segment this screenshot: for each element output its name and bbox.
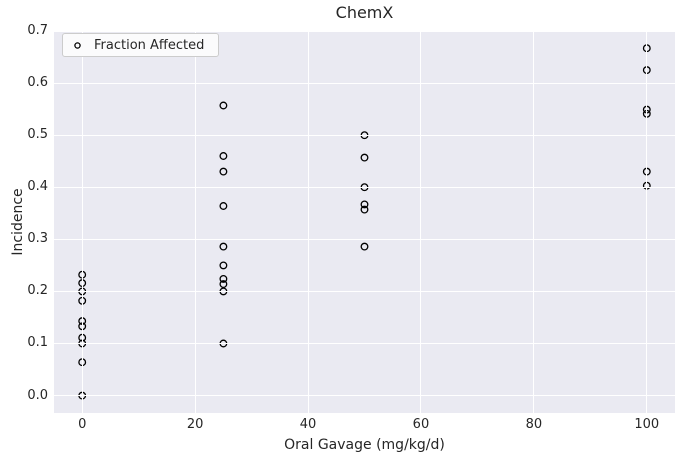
data-point bbox=[219, 274, 228, 283]
x-gridline bbox=[646, 31, 648, 413]
data-point bbox=[219, 261, 228, 270]
y-tick-label: 0.3 bbox=[27, 231, 48, 247]
x-tick-label: 100 bbox=[634, 417, 660, 432]
data-point bbox=[360, 200, 369, 209]
data-point bbox=[219, 152, 228, 160]
x-gridline bbox=[533, 31, 535, 413]
legend: Fraction Affected bbox=[62, 33, 220, 57]
y-gridline bbox=[54, 30, 675, 32]
x-tick-label: 40 bbox=[299, 417, 317, 432]
x-tick-label: 20 bbox=[186, 417, 204, 432]
y-tick-label: 0.0 bbox=[27, 387, 48, 403]
y-gridline bbox=[54, 290, 675, 292]
x-gridline bbox=[420, 31, 422, 413]
y-gridline bbox=[54, 186, 675, 188]
y-tick-label: 0.5 bbox=[27, 127, 48, 143]
y-tick-label: 0.7 bbox=[27, 23, 48, 38]
x-gridline bbox=[81, 31, 83, 413]
x-gridline bbox=[307, 31, 309, 413]
data-point bbox=[360, 242, 369, 251]
x-gridline bbox=[194, 31, 196, 413]
y-tick-label: 0.4 bbox=[27, 179, 48, 195]
y-gridline bbox=[54, 134, 675, 136]
y-tick-label: 0.6 bbox=[27, 75, 48, 91]
data-point bbox=[219, 167, 228, 176]
legend-label: Fraction Affected bbox=[94, 37, 205, 53]
data-point bbox=[360, 205, 369, 214]
data-point bbox=[219, 101, 228, 110]
y-gridline bbox=[54, 82, 675, 84]
y-gridline bbox=[54, 342, 675, 344]
y-gridline bbox=[54, 238, 675, 240]
x-tick-label: 80 bbox=[525, 417, 543, 432]
scatter-points-layer bbox=[78, 44, 651, 400]
y-gridline bbox=[54, 395, 675, 397]
x-tick-label: 60 bbox=[412, 417, 430, 432]
data-point bbox=[219, 280, 228, 289]
y-tick-label: 0.1 bbox=[27, 335, 48, 351]
data-point bbox=[219, 202, 228, 210]
data-point bbox=[360, 153, 369, 162]
x-tick-label: 0 bbox=[78, 417, 87, 432]
data-point bbox=[219, 242, 228, 251]
y-tick-label: 0.2 bbox=[27, 283, 48, 299]
chart-title: ChemX bbox=[335, 3, 394, 22]
plot-area bbox=[54, 30, 675, 413]
x-axis-label: Oral Gavage (mg/kg/d) bbox=[284, 437, 445, 453]
legend-marker-icon bbox=[74, 41, 81, 49]
